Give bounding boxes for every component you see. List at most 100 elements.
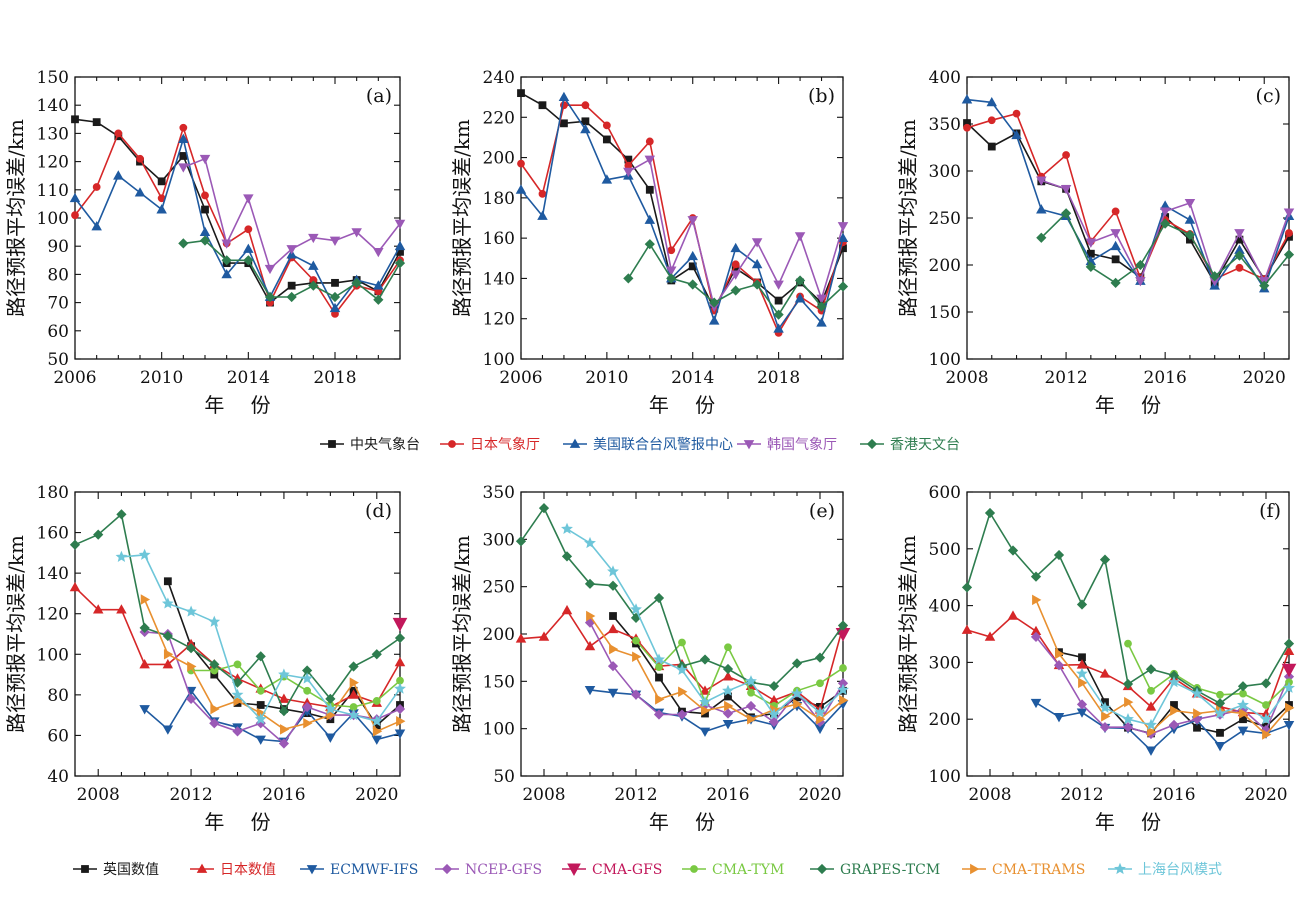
data-point	[961, 94, 973, 104]
data-point	[645, 185, 654, 194]
data-point	[162, 630, 173, 642]
data-point	[676, 663, 688, 675]
data-point	[709, 297, 720, 308]
data-point	[1285, 702, 1295, 714]
legend-marker	[441, 863, 453, 875]
data-point	[837, 222, 849, 232]
data-point	[1036, 232, 1047, 243]
data-point	[139, 622, 150, 634]
panel-c: 100 150 200 250 300 350 400 2008 2012 2016 2020 年 份…	[896, 68, 1295, 417]
series-cma-tym	[632, 636, 847, 710]
y-tick-label: 110	[37, 181, 69, 201]
data-point	[1007, 610, 1019, 620]
data-point	[1260, 713, 1272, 725]
data-point	[324, 702, 337, 715]
data-point	[632, 651, 642, 662]
data-point	[1099, 701, 1111, 713]
data-point	[751, 258, 763, 269]
data-point	[373, 294, 384, 305]
data-point	[814, 706, 826, 718]
legend-item-香港天文台: 香港天文台	[860, 437, 960, 453]
data-point	[394, 258, 406, 269]
data-point	[347, 708, 360, 721]
data-point	[581, 101, 590, 110]
data-point	[256, 701, 265, 709]
legend-item-日本数值: 日本数值	[190, 862, 276, 878]
data-point	[794, 293, 806, 303]
data-point	[653, 653, 665, 665]
legend-item-上海台风模式: 上海台风模式	[1108, 862, 1222, 878]
data-point	[1145, 664, 1157, 675]
series-cma-tym	[187, 660, 404, 711]
data-point	[837, 620, 849, 631]
data-point	[1216, 728, 1224, 737]
data-point	[163, 577, 172, 586]
data-point	[134, 187, 146, 197]
data-point	[351, 277, 362, 288]
data-point	[163, 649, 174, 660]
data-point	[666, 273, 677, 284]
data-point	[584, 640, 596, 651]
panel-label: (c)	[1256, 85, 1281, 107]
data-point	[1193, 708, 1203, 719]
series-line	[966, 511, 1290, 705]
data-point	[179, 123, 188, 132]
data-point	[773, 323, 784, 333]
x-tick-label: 2010	[140, 368, 183, 388]
data-point	[233, 660, 242, 669]
data-point	[752, 279, 763, 290]
y-tick-label: 600	[929, 483, 961, 503]
series-cma-trams	[140, 594, 406, 737]
x-tick-label: 2020	[355, 785, 398, 805]
y-tick-label: 100	[483, 720, 515, 740]
y-tick-label: 300	[929, 162, 961, 182]
series-line	[520, 104, 844, 335]
data-point	[653, 592, 665, 604]
y-tick-label: 100	[929, 350, 961, 370]
data-point	[623, 167, 634, 178]
data-point	[586, 610, 596, 622]
data-point	[794, 232, 806, 242]
data-point	[278, 693, 290, 703]
y-tick-label: 120	[37, 153, 69, 173]
data-point	[1145, 718, 1157, 730]
data-point	[208, 615, 221, 627]
series-韩国气象厅	[1036, 176, 1295, 287]
data-point	[602, 135, 611, 144]
y-tick-label: 70	[47, 294, 69, 314]
legend-marker	[196, 863, 208, 873]
legend-marker	[567, 863, 581, 877]
data-point	[1110, 277, 1121, 288]
y-tick-label: 400	[929, 597, 961, 617]
data-point	[768, 716, 780, 728]
data-point	[156, 204, 167, 214]
data-point	[751, 238, 763, 248]
data-point	[1060, 184, 1072, 195]
data-point	[768, 708, 780, 720]
data-point	[331, 278, 339, 287]
data-point	[747, 713, 757, 725]
data-point	[303, 686, 312, 695]
y-tick-label: 50	[493, 767, 515, 787]
series-line	[191, 663, 401, 708]
series-line	[1035, 702, 1290, 752]
data-point	[584, 685, 596, 696]
series-美国联合台风警报中心	[515, 91, 849, 333]
data-point	[114, 129, 123, 138]
data-point	[201, 191, 209, 200]
data-point	[515, 633, 527, 643]
data-point	[69, 192, 81, 203]
y-axis-label: 路径预报平均误差/km	[896, 535, 920, 733]
data-point	[607, 580, 619, 591]
legend-bottom: 英国数值 日本数值 ECMWF-IFS NCEP-GFS CMA-GFS CMA-TYM G…	[73, 861, 1222, 878]
data-point	[71, 115, 79, 124]
series-line	[966, 98, 1290, 291]
data-point	[351, 228, 362, 238]
data-point	[773, 280, 784, 290]
series-line	[1081, 673, 1290, 726]
data-point	[517, 89, 525, 98]
data-point	[1099, 668, 1111, 678]
data-point	[538, 631, 550, 641]
data-point	[1234, 250, 1245, 261]
data-point	[278, 705, 290, 717]
